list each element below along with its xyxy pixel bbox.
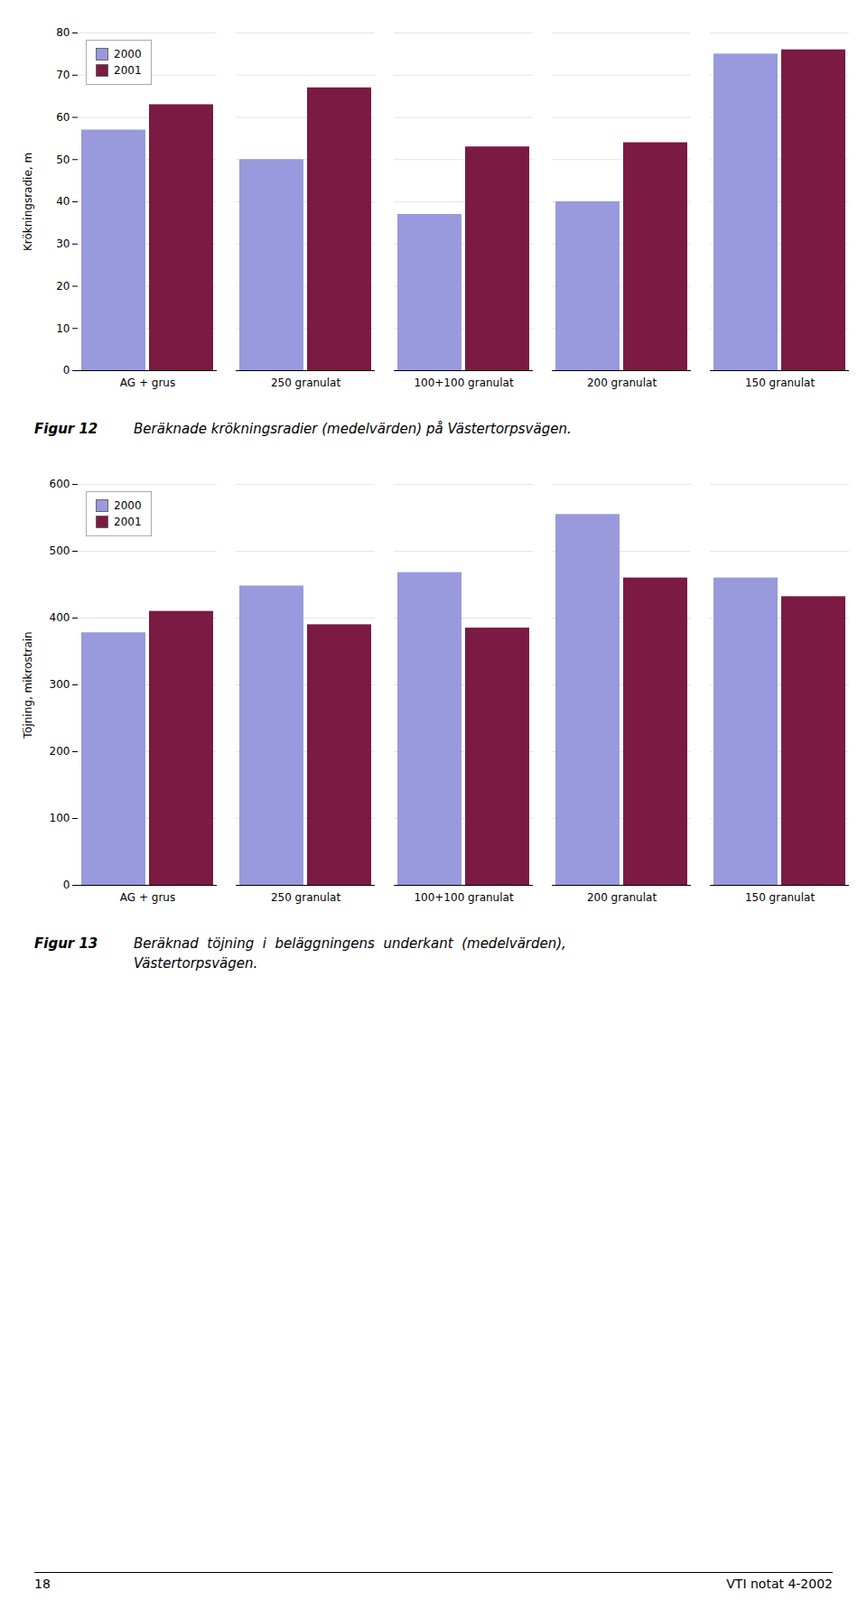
html-text:2000: 2000 [113, 47, 142, 61]
svg-text:AG + grus: AG + grus [120, 376, 176, 390]
svg-text:20: 20 [55, 279, 70, 293]
svg-text:600: 600 [49, 477, 71, 491]
svg-text:250 granulat: 250 granulat [270, 376, 342, 390]
html-text:2001: 2001 [113, 64, 142, 77]
html-text:VTI notat 4-2002: VTI notat 4-2002 [726, 1576, 833, 1592]
svg-text:200 granulat: 200 granulat [587, 891, 658, 905]
svg-text:400: 400 [49, 611, 71, 625]
html-text:2000: 2000 [113, 499, 142, 513]
svg-text:10: 10 [55, 322, 70, 336]
svg-text:150 granulat: 150 granulat [745, 376, 816, 390]
svg-text:AG + grus: AG + grus [120, 891, 176, 905]
svg-text:Töjning, mikrostrain: Töjning, mikrostrain [21, 631, 35, 739]
svg-text:300: 300 [49, 678, 71, 691]
svg-text:0: 0 [63, 363, 71, 377]
html-text:Västertorpsvägen.: Västertorpsvägen. [133, 955, 258, 972]
svg-text:Krökningsradie, m: Krökningsradie, m [21, 152, 35, 252]
svg-text:150 granulat: 150 granulat [745, 891, 816, 905]
svg-text:40: 40 [55, 195, 70, 208]
svg-text:100: 100 [49, 811, 71, 825]
html-text:Beräknad töjning i beläggninge: Beräknad töjning i beläggningens underka… [133, 935, 567, 952]
svg-text:200 granulat: 200 granulat [587, 376, 658, 390]
svg-text:500: 500 [49, 544, 71, 558]
svg-text:60: 60 [55, 111, 70, 124]
svg-text:250 granulat: 250 granulat [270, 891, 342, 905]
svg-text:30: 30 [55, 237, 70, 251]
html-text:2001: 2001 [113, 515, 142, 529]
svg-text:50: 50 [55, 153, 70, 167]
svg-text:100+100 granulat: 100+100 granulat [413, 891, 513, 905]
html-text:Beräknade krökningsradier (med: Beräknade krökningsradier (medelvärden) … [133, 420, 572, 438]
html-text:18: 18 [34, 1576, 51, 1592]
html-text:Figur 13: Figur 13 [34, 935, 98, 952]
html-text:Figur 12: Figur 12 [34, 420, 98, 438]
svg-text:0: 0 [63, 878, 71, 892]
svg-text:70: 70 [55, 68, 70, 82]
svg-text:80: 80 [55, 26, 70, 39]
svg-text:100+100 granulat: 100+100 granulat [413, 376, 513, 390]
svg-text:200: 200 [49, 745, 71, 758]
